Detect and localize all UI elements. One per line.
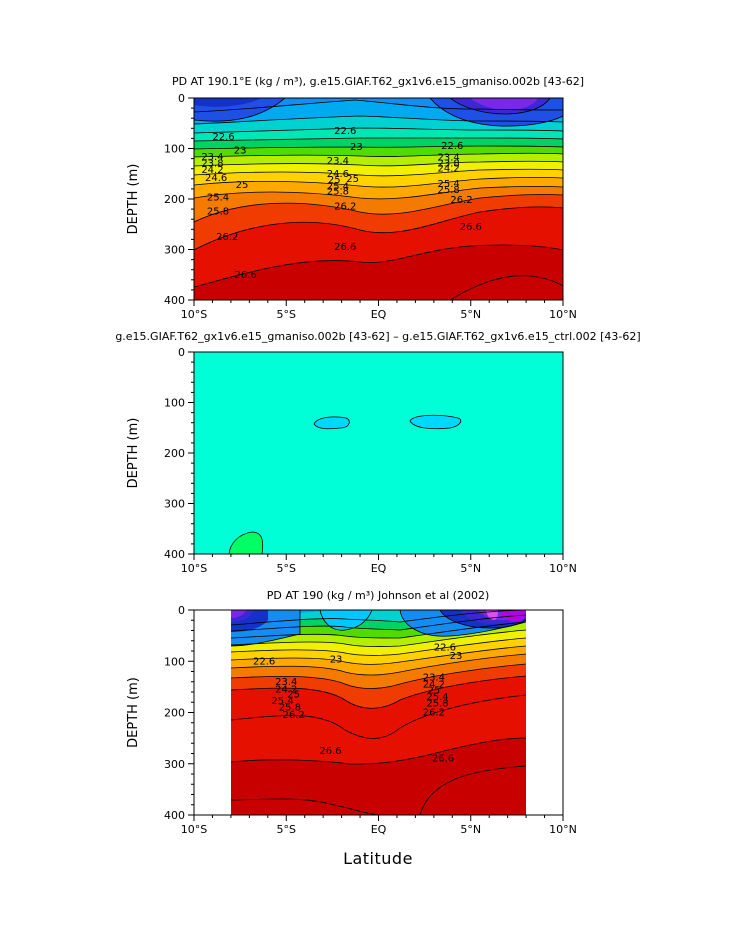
- panel-1-x-tick-label: 5°N: [460, 308, 481, 321]
- contour-label: 22.6: [212, 132, 234, 143]
- contour-label: 26.2: [334, 202, 356, 213]
- panel-3-x-tick-label: 10°N: [549, 823, 577, 836]
- panel-1-x-tick-label: EQ: [371, 308, 387, 321]
- contour-label: 25: [427, 685, 440, 696]
- contour-label: 25.4: [437, 179, 459, 190]
- contour-label: 25.4: [327, 181, 349, 192]
- contour-label: 22.6: [334, 126, 356, 137]
- panel-2-y-tick-label: 400: [164, 548, 185, 561]
- contour-label: 26.2: [282, 710, 304, 721]
- contour-label: 26.2: [450, 195, 472, 206]
- panel-3-ylabel: DEPTH (m): [126, 677, 141, 748]
- panel-3-y-tick-label: 400: [164, 809, 185, 822]
- panel-1-y-tick-label: 200: [164, 193, 185, 206]
- panel-3-y-tick-label: 0: [178, 604, 185, 617]
- panel-2-x-tick-label: 10°S: [181, 562, 207, 575]
- panel-2-ylabel: DEPTH (m): [126, 418, 141, 489]
- contour-label: 25: [287, 690, 300, 701]
- contour-label: 26.6: [235, 270, 257, 281]
- panel-2-y-tick-label: 0: [178, 346, 185, 359]
- contour-label: 25.8: [437, 185, 459, 196]
- panel-2-blob-deep: [228, 531, 264, 554]
- panel-1: PD AT 190.1°E (kg / m³), g.e15.GIAF.T62_…: [126, 75, 584, 321]
- contour-label: 24.6: [205, 173, 227, 184]
- contour-label: 24.6: [327, 169, 349, 180]
- panel-2-y-tick-label: 200: [164, 447, 185, 460]
- panel-2-fill: [194, 352, 563, 554]
- panel-1-x-tick-label: 10°S: [181, 308, 207, 321]
- panel-3: PD AT 190 (kg / m³) Johnson et al (2002): [126, 589, 577, 868]
- panel-1-y-tick-label: 300: [164, 244, 185, 257]
- panel-3-y-tick-label: 200: [164, 707, 185, 720]
- contour-label: 23: [350, 142, 363, 153]
- contour-label: 26.6: [319, 746, 341, 757]
- contour-label: 23.4: [437, 153, 459, 164]
- panel-1-y-tick-label: 100: [164, 143, 185, 156]
- panel-2-x-tick-label: 10°N: [549, 562, 577, 575]
- contour-label: 24.2: [423, 679, 445, 690]
- contour-label: 23.4: [423, 673, 445, 684]
- contour-label: 24.2: [275, 684, 297, 695]
- panel-1-x-tick-label: 10°N: [549, 308, 577, 321]
- contour-label: 25.4: [426, 692, 448, 703]
- panel-3-x-tick-label: 10°S: [181, 823, 207, 836]
- contour-label: 24.2: [437, 164, 459, 175]
- contour-label: 25.8: [327, 186, 349, 197]
- contour-label: 25: [346, 174, 359, 185]
- contour-label: 26.6: [460, 222, 482, 233]
- contour-label: 24.2: [201, 165, 223, 176]
- contour-label: 23.4: [327, 156, 349, 167]
- panel-2-blob-south: [313, 416, 350, 430]
- contour-label: 25: [236, 180, 249, 191]
- panel-1-title: PD AT 190.1°E (kg / m³), g.e15.GIAF.T62_…: [172, 75, 584, 88]
- contour-label: 25.4: [207, 192, 229, 203]
- panel-3-title: PD AT 190 (kg / m³) Johnson et al (2002): [267, 589, 490, 602]
- panel-3-x-tick-label: 5°N: [460, 823, 481, 836]
- contour-label: 22.6: [434, 642, 456, 653]
- contour-label: 25.8: [426, 698, 448, 709]
- panel-2-x-tick-label: EQ: [371, 562, 387, 575]
- contour-label: 23.8: [201, 159, 223, 170]
- panel-1-x-tick-label: 5°S: [277, 308, 296, 321]
- panel-2-blob-north: [409, 414, 462, 430]
- panel-1-ylabel: DEPTH (m): [126, 164, 141, 235]
- contour-label: 25.8: [207, 207, 229, 218]
- panel-2: g.e15.GIAF.T62_gx1v6.e15_gmaniso.002b [4…: [115, 330, 640, 575]
- panel-2-x-tick-label: 5°N: [460, 562, 481, 575]
- panel-3-y-tick-label: 300: [164, 758, 185, 771]
- contour-label: 23.4: [201, 152, 223, 163]
- contour-label: 25: [328, 175, 341, 186]
- panel-1-fill: 22.622.622.623 2323.423.824.224.62525.425…: [194, 98, 563, 300]
- panel-3-x-tick-label: EQ: [371, 823, 387, 836]
- panel-1-y-tick-label: 0: [178, 92, 185, 105]
- contour-label: 26.2: [216, 232, 238, 243]
- contour-label: 25.8: [279, 702, 301, 713]
- panel-3-x-tick-label: 5°S: [277, 823, 296, 836]
- panel-2-y-tick-label: 100: [164, 397, 185, 410]
- panel-3-xlabel: Latitude: [343, 849, 413, 868]
- contour-label: 25.4: [271, 696, 293, 707]
- contour-label: 26.2: [423, 708, 445, 719]
- contour-label: 23: [450, 651, 463, 662]
- panel-2-y-tick-label: 300: [164, 498, 185, 511]
- contour-label: 26.6: [432, 754, 454, 765]
- contour-label: 23.4: [275, 677, 297, 688]
- contour-label: 22.6: [441, 141, 463, 152]
- panel-3-fill: 22.6 2322.62323.424.22525.425.826.223.424…: [231, 610, 526, 815]
- contour-label: 23: [234, 146, 247, 157]
- panel-1-y-tick-label: 400: [164, 294, 185, 307]
- contour-label: 22.6: [253, 656, 275, 667]
- panel-3-y-tick-label: 100: [164, 655, 185, 668]
- contour-label: 23: [330, 655, 343, 666]
- contour-label: 23.8: [437, 159, 459, 170]
- panel-2-x-tick-label: 5°S: [277, 562, 296, 575]
- panel-2-title: g.e15.GIAF.T62_gx1v6.e15_gmaniso.002b [4…: [115, 330, 640, 343]
- contour-label: 26.6: [334, 242, 356, 253]
